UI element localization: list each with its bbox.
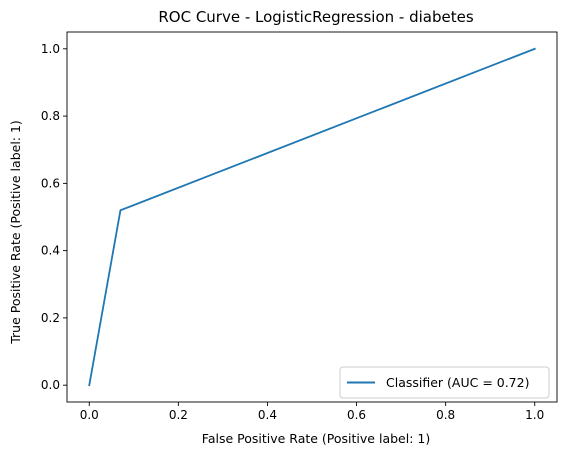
y-tick-label: 0.2	[41, 311, 60, 325]
legend-label-classifier: Classifier (AUC = 0.72)	[386, 375, 529, 390]
y-axis-label: True Positive Rate (Positive label: 1)	[8, 120, 23, 345]
chart-title: ROC Curve - LogisticRegression - diabete…	[158, 8, 473, 26]
roc-curve-line	[88, 47, 536, 387]
x-tick-label: 1.0	[525, 408, 544, 422]
y-tick-label: 0.6	[41, 176, 60, 190]
x-tick-label: 0.8	[436, 408, 455, 422]
axis-ticks: 0.0 0.2 0.4 0.6 0.8 1.0 0.0 0.2 0.4 0.6 0.8 1.0	[41, 42, 544, 422]
x-tick-label: 0.2	[169, 408, 188, 422]
y-tick-label: 0.0	[41, 378, 60, 392]
plot-frame	[66, 31, 558, 403]
y-tick-label: 0.4	[41, 244, 60, 258]
x-axis-label: False Positive Rate (Positive label: 1)	[202, 431, 430, 446]
x-tick-label: 0.4	[258, 408, 277, 422]
legend-box	[339, 366, 550, 399]
x-tick-label: 0.0	[80, 408, 99, 422]
series-layer	[88, 47, 536, 387]
x-tick-label: 0.6	[347, 408, 366, 422]
y-tick-label: 0.8	[41, 109, 60, 123]
y-tick-label: 1.0	[41, 42, 60, 56]
legend: Classifier (AUC = 0.72)	[339, 366, 550, 399]
